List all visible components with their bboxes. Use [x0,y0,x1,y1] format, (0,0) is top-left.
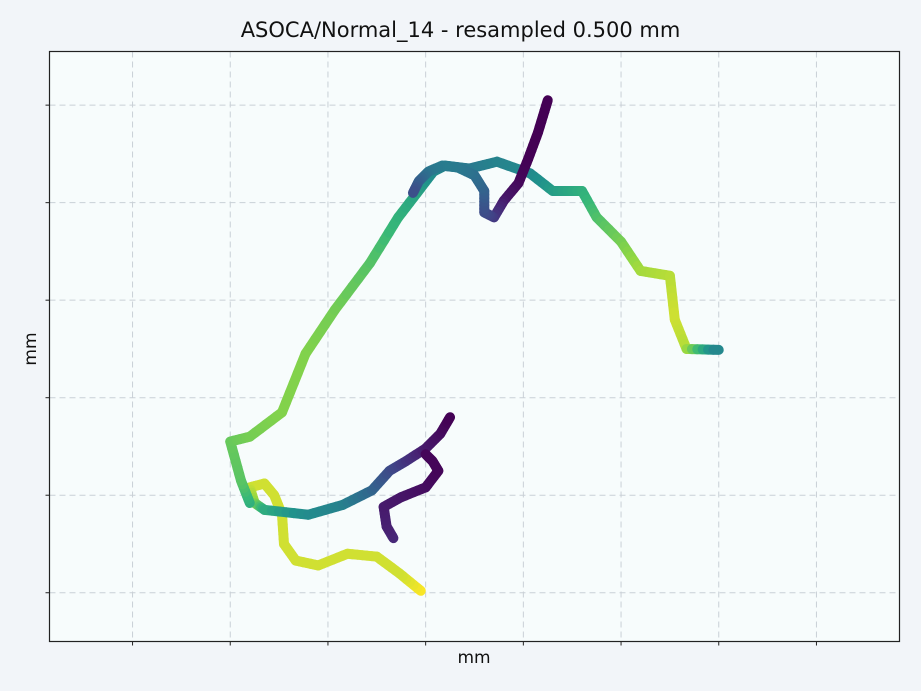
centerline-segment [407,185,419,198]
grid [49,51,900,642]
y-axis-label: mm [21,332,41,366]
chart-title: ASOCA/Normal_14 - resampled 0.500 mm [240,18,681,42]
plot-background [49,51,900,642]
centerline-segment [420,449,432,461]
x-axis-label: mm [457,648,491,668]
vessel-centerlines [225,95,724,596]
plot-frame [48,50,901,643]
vessel-branch-4 [407,95,553,223]
vessel-branch-2 [378,449,444,544]
centerline-segment [443,412,456,425]
axis-ticks [45,104,817,646]
